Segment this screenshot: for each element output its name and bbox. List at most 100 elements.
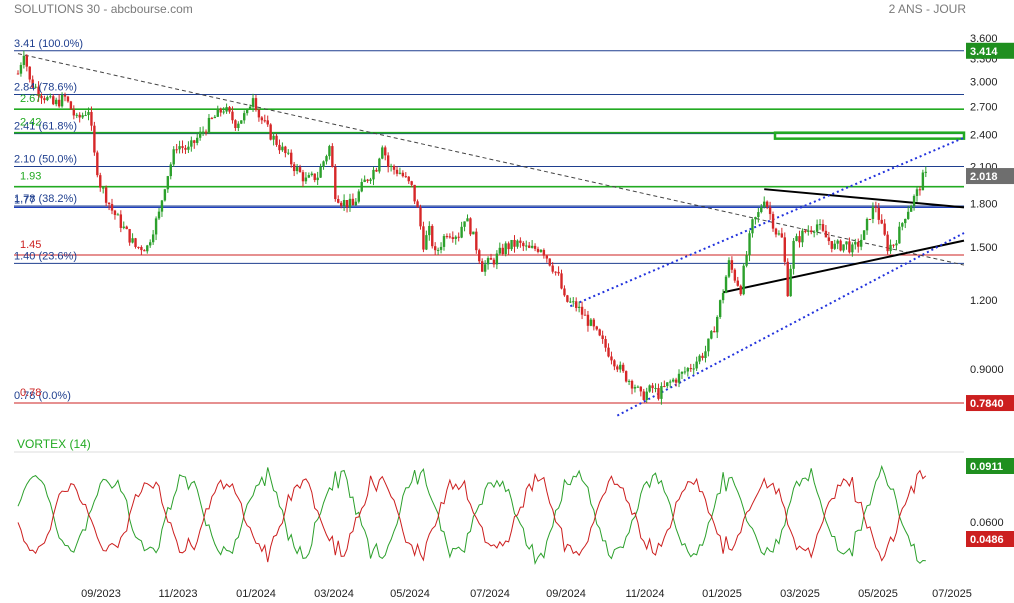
candle-body xyxy=(416,201,419,208)
candle-body xyxy=(786,261,789,297)
candle-body xyxy=(116,214,120,216)
candle-body xyxy=(554,271,557,273)
candle-body xyxy=(386,155,390,168)
candle-body xyxy=(798,236,801,243)
candle-body xyxy=(680,371,684,374)
candle-body xyxy=(93,125,96,153)
candle-body xyxy=(25,55,29,67)
candle-body xyxy=(733,269,737,281)
price-tick-label: 2.400 xyxy=(970,130,998,142)
candle-body xyxy=(175,149,178,151)
candle-body xyxy=(410,181,413,185)
candle-body xyxy=(610,356,613,361)
trend-lines xyxy=(17,53,965,417)
candle-body xyxy=(348,198,352,208)
candle-body xyxy=(842,244,845,251)
candle-body xyxy=(510,239,513,250)
level-label: 1.78 (38.2%) xyxy=(14,193,77,205)
candle-body xyxy=(783,237,786,262)
candle-body xyxy=(439,246,443,250)
candle-body xyxy=(504,243,507,254)
candle-body xyxy=(392,165,396,170)
level-label: 2.67 xyxy=(20,93,41,105)
time-tick-label: 05/2025 xyxy=(858,588,898,600)
time-tick-label: 01/2024 xyxy=(236,588,276,600)
candle-body xyxy=(34,86,37,88)
candle-body xyxy=(107,202,111,205)
candle-body xyxy=(401,172,405,177)
candle-body xyxy=(801,230,804,243)
price-tick-label: 1.800 xyxy=(970,198,998,210)
candle-body xyxy=(163,189,167,201)
candle-body xyxy=(489,258,493,260)
candle-body xyxy=(125,226,128,230)
price-tick-label: 3.000 xyxy=(970,76,998,88)
price-tick-label: 1.200 xyxy=(970,295,998,307)
candle-body xyxy=(290,152,293,165)
candle-body xyxy=(795,236,798,241)
price-badges: 3.414 2.018 0.7840 xyxy=(966,42,1014,412)
candle-body xyxy=(90,111,93,126)
candle-body xyxy=(495,253,499,265)
time-tick-label: 09/2024 xyxy=(546,588,586,600)
candle-body xyxy=(692,368,695,370)
time-axis: 09/2023 11/2023 01/2024 03/2024 05/2024 07/20… xyxy=(81,588,972,600)
candle-body xyxy=(460,226,463,238)
candle-body xyxy=(307,175,311,178)
candle-body xyxy=(877,207,881,220)
candle-body xyxy=(654,387,657,389)
candle-body xyxy=(754,217,757,220)
candle-body xyxy=(777,233,781,235)
candle-body xyxy=(301,172,305,182)
candle-body xyxy=(633,387,637,389)
candle-body xyxy=(143,250,146,252)
candle-body xyxy=(457,236,460,238)
price-tick-label: 3.600 xyxy=(970,33,998,45)
candle-body xyxy=(563,288,566,296)
time-tick-label: 09/2023 xyxy=(81,588,121,600)
candle-body xyxy=(351,198,355,206)
level-label: 0.78 xyxy=(20,387,41,399)
candle-body xyxy=(921,172,925,191)
candle-body xyxy=(480,261,484,272)
candle-body xyxy=(645,391,648,400)
candle-body xyxy=(713,331,716,333)
level-label: 3.41 (100.0%) xyxy=(14,38,83,50)
level-label: 2.84 (78.6%) xyxy=(14,81,77,93)
candle-body xyxy=(768,207,772,215)
candle-body xyxy=(895,243,898,246)
candle-body xyxy=(328,146,331,157)
candle-body xyxy=(354,201,358,206)
candle-body xyxy=(498,247,502,254)
candle-body xyxy=(339,202,343,206)
vortex-minus-line xyxy=(17,469,927,563)
candle-body xyxy=(240,120,243,124)
candle-body xyxy=(854,242,857,245)
candle-body xyxy=(284,146,287,154)
candle-body xyxy=(542,249,546,256)
candle-body xyxy=(469,218,472,235)
candle-body xyxy=(607,347,610,357)
candle-body xyxy=(883,223,886,235)
candle-body xyxy=(566,295,569,302)
instrument-title: SOLUTIONS 30 - abcbourse.com xyxy=(14,2,193,16)
candle-body xyxy=(815,224,819,232)
candle-body xyxy=(886,234,889,252)
candle-body xyxy=(128,229,131,243)
candle-body xyxy=(213,116,217,119)
candle-body xyxy=(780,233,784,238)
candle-body xyxy=(513,239,516,247)
candle-body xyxy=(72,109,76,116)
candle-body xyxy=(548,258,551,266)
candle-body xyxy=(431,225,434,247)
candle-body xyxy=(716,317,719,333)
period-label: 2 ANS - JOUR xyxy=(888,2,966,16)
candle-body xyxy=(812,231,816,233)
candle-body xyxy=(433,246,437,251)
candle-body xyxy=(472,231,475,235)
candle-body xyxy=(807,230,810,232)
time-tick-label: 03/2025 xyxy=(780,588,820,600)
candle-body xyxy=(96,152,99,176)
candle-body xyxy=(187,146,190,150)
